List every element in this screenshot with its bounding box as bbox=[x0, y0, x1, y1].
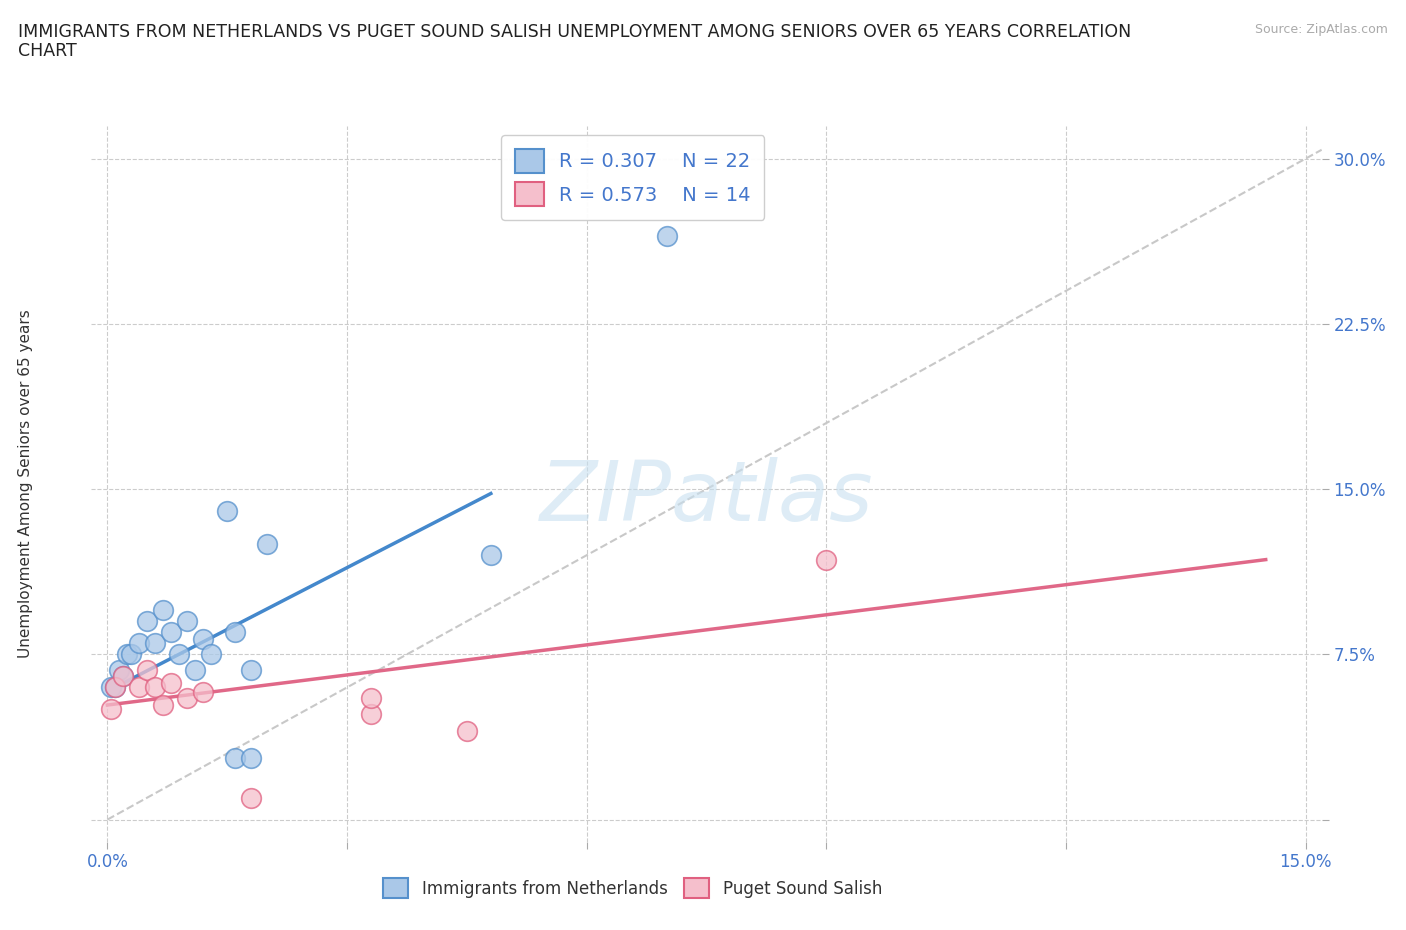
Point bbox=[152, 698, 174, 712]
Point bbox=[456, 724, 478, 739]
Text: ZIPatlas: ZIPatlas bbox=[540, 458, 873, 538]
Point bbox=[100, 680, 122, 695]
Legend: Immigrants from Netherlands, Puget Sound Salish: Immigrants from Netherlands, Puget Sound… bbox=[377, 871, 889, 905]
Point bbox=[128, 680, 150, 695]
Point bbox=[120, 647, 142, 662]
Point bbox=[112, 669, 135, 684]
Point bbox=[152, 603, 174, 618]
Point bbox=[169, 647, 191, 662]
Point bbox=[184, 662, 207, 677]
Point bbox=[815, 552, 838, 567]
Point bbox=[224, 751, 246, 765]
Point bbox=[112, 669, 135, 684]
Point bbox=[479, 548, 502, 563]
Text: IMMIGRANTS FROM NETHERLANDS VS PUGET SOUND SALISH UNEMPLOYMENT AMONG SENIORS OVE: IMMIGRANTS FROM NETHERLANDS VS PUGET SOU… bbox=[18, 23, 1132, 41]
Point bbox=[136, 662, 159, 677]
Point bbox=[240, 751, 263, 765]
Point bbox=[240, 790, 263, 805]
Point bbox=[224, 625, 246, 640]
Text: CHART: CHART bbox=[18, 42, 77, 60]
Point bbox=[136, 614, 159, 629]
Point bbox=[160, 675, 183, 690]
Point bbox=[108, 662, 131, 677]
Point bbox=[193, 684, 215, 699]
Point bbox=[100, 702, 122, 717]
Text: Source: ZipAtlas.com: Source: ZipAtlas.com bbox=[1254, 23, 1388, 36]
Point bbox=[193, 631, 215, 646]
Point bbox=[143, 636, 166, 651]
Point bbox=[360, 691, 382, 706]
Point bbox=[104, 680, 127, 695]
Point bbox=[128, 636, 150, 651]
Point bbox=[176, 691, 198, 706]
Point bbox=[117, 647, 139, 662]
Point bbox=[360, 707, 382, 722]
Point bbox=[217, 504, 239, 519]
Point bbox=[176, 614, 198, 629]
Point bbox=[256, 537, 278, 551]
Point bbox=[240, 662, 263, 677]
Point bbox=[143, 680, 166, 695]
Point bbox=[655, 228, 678, 243]
Text: Unemployment Among Seniors over 65 years: Unemployment Among Seniors over 65 years bbox=[18, 309, 32, 658]
Point bbox=[104, 680, 127, 695]
Point bbox=[160, 625, 183, 640]
Point bbox=[200, 647, 222, 662]
